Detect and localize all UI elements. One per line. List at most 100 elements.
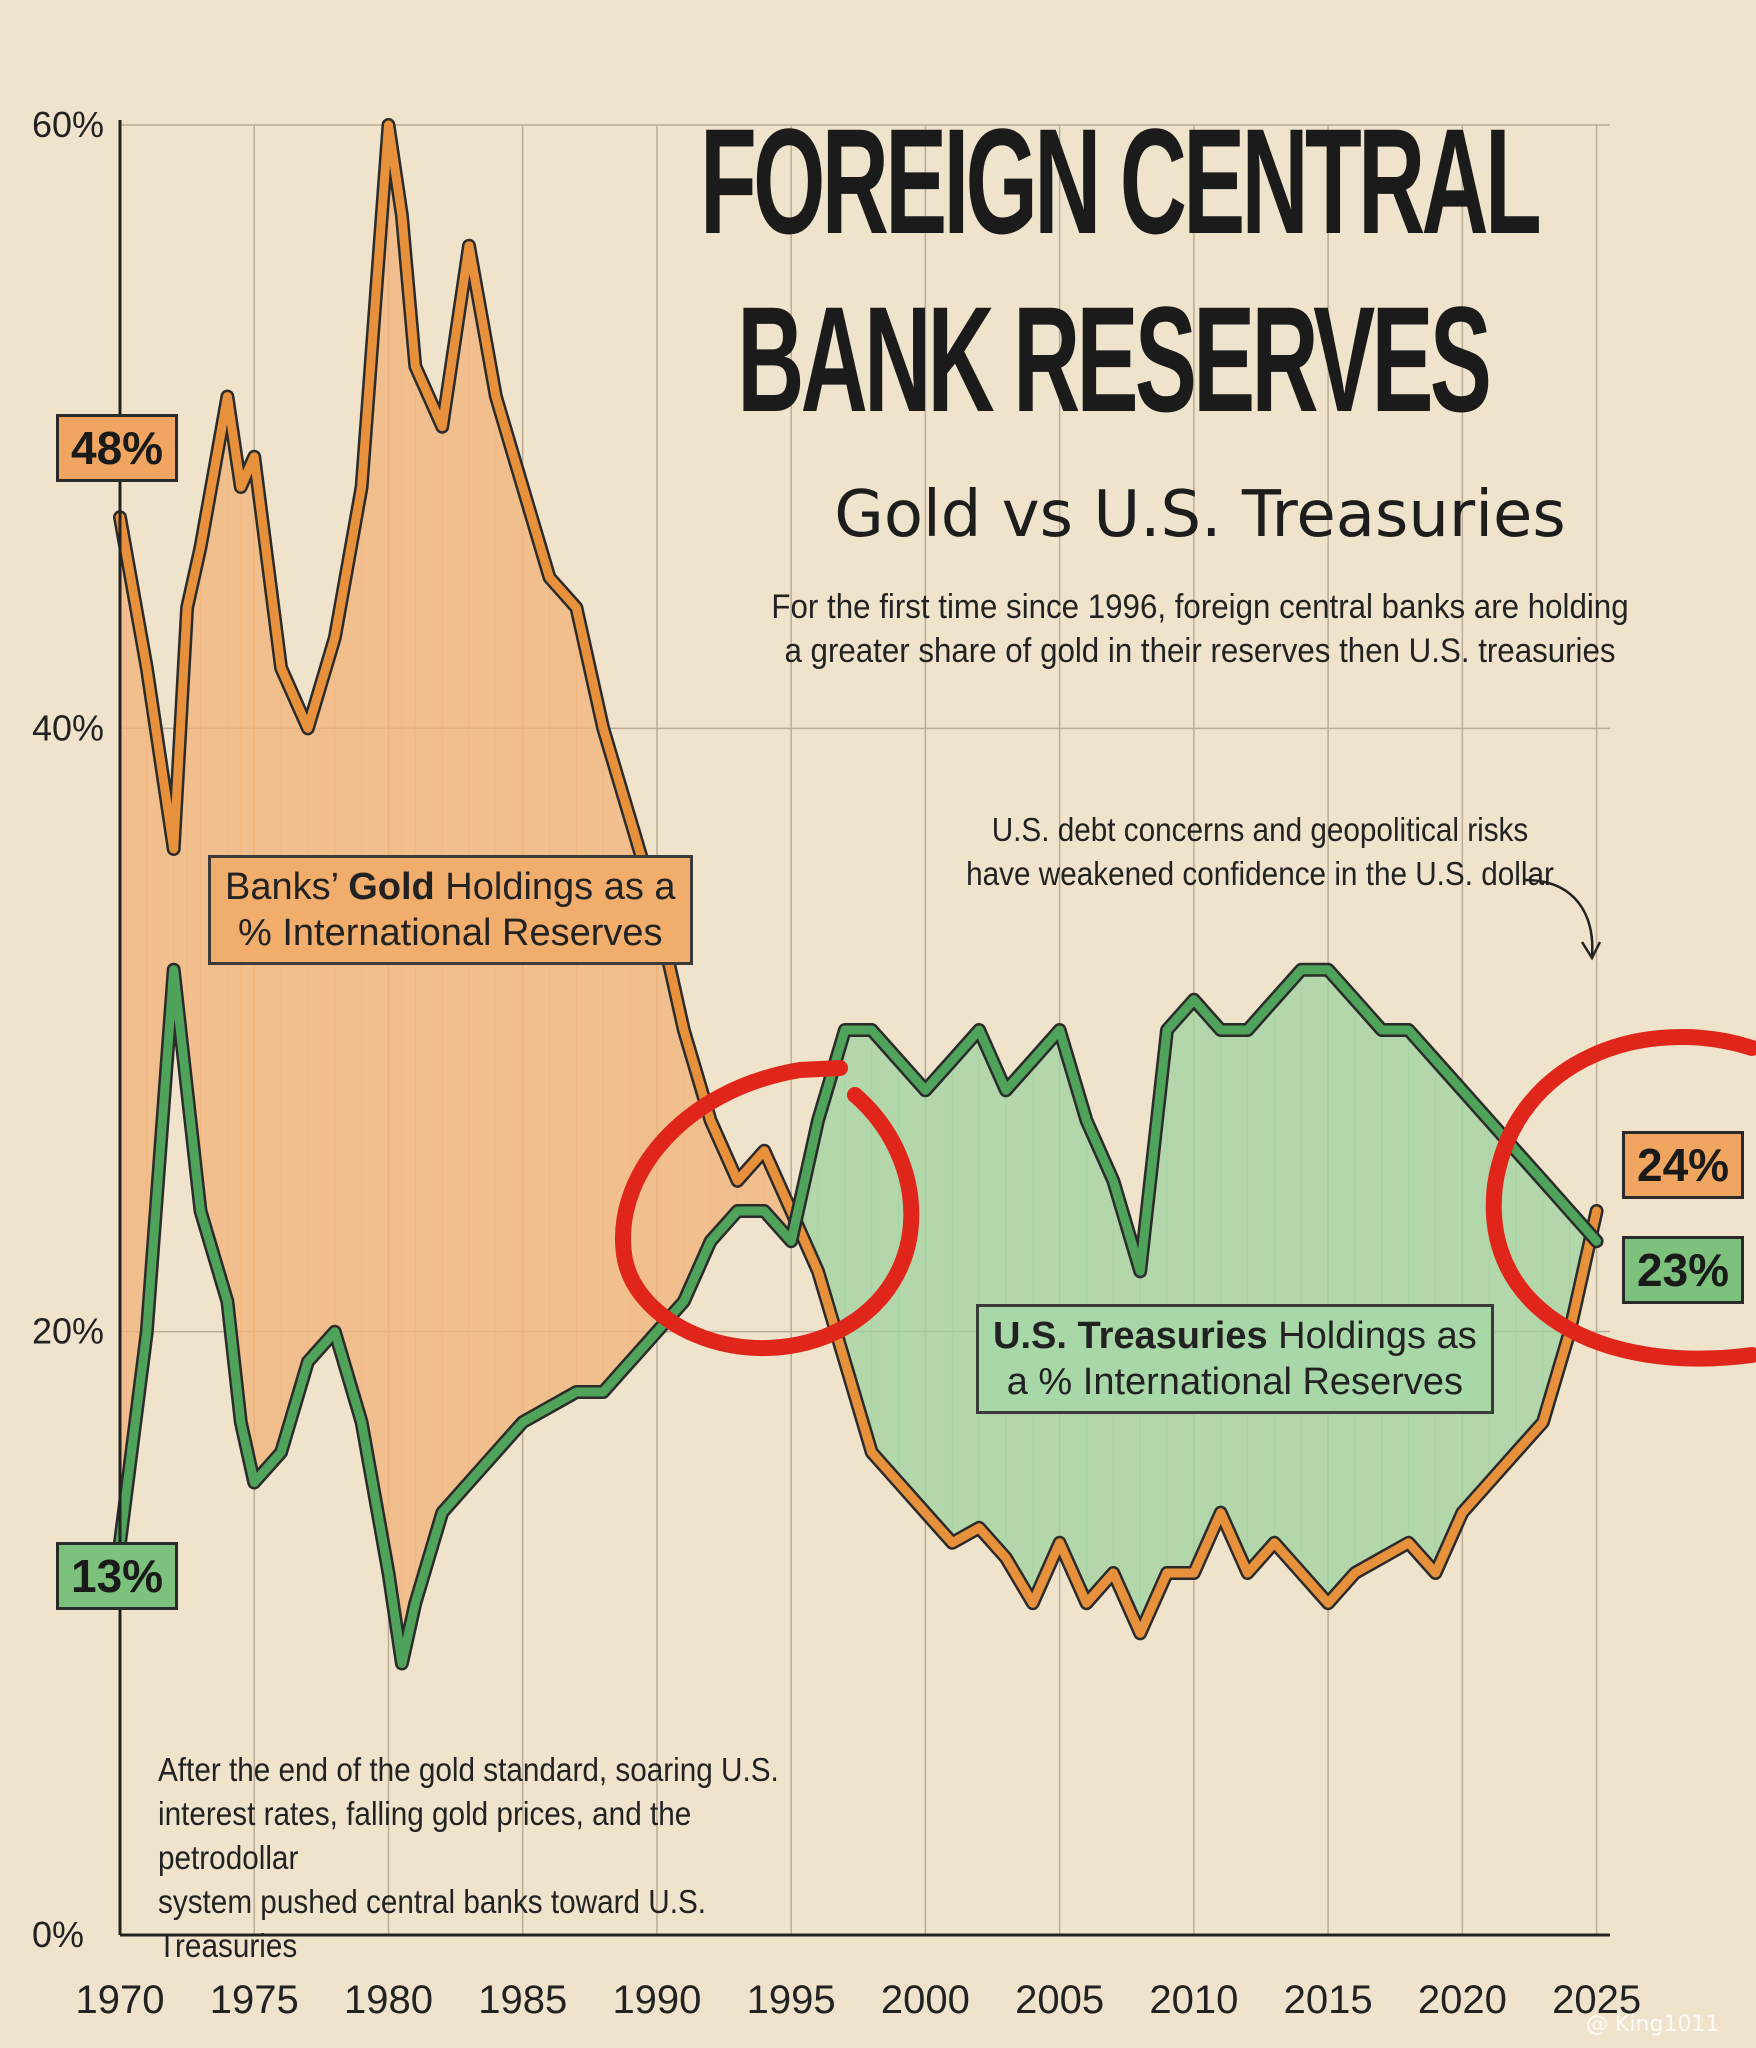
area-between-series: [1247, 998, 1275, 1575]
annotation-gold-standard: After the end of the gold standard, soar…: [158, 1748, 806, 1968]
description-line1: For the first time since 1996, foreign c…: [771, 588, 1629, 626]
treasuries-point: [251, 1480, 257, 1485]
gold-point: [171, 846, 177, 852]
area-between-series: [549, 576, 577, 1408]
area-between-series: [1461, 1089, 1490, 1514]
x-tick-label: 1970: [76, 1978, 165, 2022]
treasuries-point: [439, 1510, 445, 1516]
treasuries-point: [1003, 1087, 1009, 1093]
gold-point: [1432, 1570, 1438, 1576]
annotation-dollar-line1: U.S. debt concerns and geopolitical risk…: [991, 811, 1529, 848]
gold-point: [681, 1027, 687, 1033]
treasuries-point: [573, 1389, 579, 1395]
area-between-series: [924, 1058, 953, 1545]
y-tick-label: 20%: [32, 1311, 104, 1352]
treasuries-point: [1218, 1027, 1224, 1033]
gold-point: [466, 243, 472, 249]
gold-point: [144, 665, 150, 671]
area-between-series: [1408, 1028, 1436, 1575]
highlight-circle-2025: [1485, 1029, 1756, 1367]
area-between-series: [1220, 1029, 1249, 1574]
gold-label-rest: Holdings as a: [434, 866, 676, 908]
gold-point: [922, 1510, 928, 1516]
treasuries-point: [1486, 1118, 1492, 1123]
gold-point: [1594, 1208, 1600, 1214]
gold-point: [1540, 1419, 1546, 1425]
gold-point: [224, 394, 230, 399]
treasuries-point: [399, 1661, 405, 1666]
gold-point: [1459, 1510, 1465, 1516]
gold-label-bold: Gold: [348, 866, 435, 908]
treasuries-point: [842, 1027, 848, 1033]
gold-point: [1352, 1570, 1358, 1576]
x-tick-label: 2020: [1418, 1978, 1507, 2022]
treasuries-point: [1379, 1027, 1385, 1033]
gold-point: [1271, 1540, 1277, 1546]
treasuries-point: [761, 1208, 767, 1214]
treasuries-point: [600, 1389, 606, 1395]
treasuries-point: [708, 1238, 714, 1244]
treasuries-point: [1432, 1057, 1438, 1063]
gold-point: [412, 363, 418, 369]
gold-series-label: Banks’ Gold Holdings as a % Internationa…: [208, 855, 693, 965]
x-tick-label: 2025: [1552, 1978, 1641, 2022]
chart-title-line1: FOREIGN CENTRAL: [700, 97, 1542, 265]
treasuries-point: [788, 1238, 794, 1244]
chart-title: FOREIGN CENTRAL BANK RESERVES: [700, 92, 1542, 448]
treasuries-point: [1352, 997, 1358, 1003]
x-tick-label: 1975: [210, 1978, 299, 2022]
treasuries-point: [493, 1449, 499, 1455]
treasuries-point: [869, 1027, 875, 1033]
gold-point: [1030, 1600, 1036, 1606]
x-tick-label: 2015: [1284, 1978, 1373, 2022]
gold-point: [359, 484, 365, 490]
treasuries-point: [520, 1419, 526, 1425]
gold-point: [1406, 1540, 1412, 1546]
treasuries-point: [1594, 1238, 1600, 1244]
badge-gold-start: 48%: [56, 414, 179, 482]
badge-treasuries-end: 23%: [1622, 1236, 1745, 1304]
treasuries-point: [332, 1329, 338, 1335]
x-tick-label: 1995: [747, 1978, 836, 2022]
treasuries-point: [144, 1329, 150, 1335]
annotation-arrowhead: [1580, 941, 1602, 961]
gold-point: [842, 1359, 848, 1365]
annotation-gold-standard-line1: After the end of the gold standard, soar…: [158, 1751, 779, 1788]
badge-gold-end: 24%: [1622, 1131, 1745, 1199]
treasuries-point: [949, 1057, 955, 1063]
treas-label-line2: a % International Reserves: [1006, 1361, 1463, 1403]
treasuries-point: [815, 1118, 821, 1123]
treas-label-rest: Holdings as: [1267, 1315, 1477, 1357]
gold-point: [1245, 1570, 1251, 1576]
badge-treasuries-start: 13%: [56, 1542, 179, 1610]
area-between-series: [1354, 998, 1383, 1574]
treasuries-point: [896, 1057, 902, 1063]
gold-point: [332, 635, 338, 641]
tick-labels: 1970 1975 1980 1985 1990 1995 2000 2005 2010 2015…: [32, 104, 1641, 2022]
treasuries-point: [1245, 1027, 1251, 1033]
gold-point: [1110, 1570, 1116, 1576]
area-between-series: [1193, 998, 1222, 1574]
treasuries-point: [976, 1027, 982, 1033]
gold-point: [198, 544, 204, 550]
gold-point: [1486, 1480, 1492, 1485]
treasuries-series-label: U.S. Treasuries Holdings as a % Internat…: [976, 1304, 1494, 1414]
gold-point: [573, 605, 579, 611]
treasuries-point: [627, 1359, 633, 1365]
treasuries-point: [922, 1087, 928, 1093]
gold-point: [1057, 1540, 1063, 1546]
area-between-series: [1381, 1029, 1410, 1559]
gold-point: [815, 1268, 821, 1274]
gold-point: [238, 484, 244, 490]
x-tick-label: 2005: [1015, 1978, 1104, 2022]
gold-point: [547, 575, 553, 580]
treasuries-point: [385, 1570, 391, 1576]
watermark: @ King1011: [1586, 2012, 1720, 2037]
gold-point: [869, 1449, 875, 1455]
gold-point: [278, 665, 284, 671]
treasuries-point: [466, 1480, 472, 1485]
gold-point: [439, 424, 445, 430]
series-lines: [113, 118, 1604, 1671]
gold-point: [1325, 1600, 1331, 1606]
treasuries-point: [412, 1600, 418, 1606]
